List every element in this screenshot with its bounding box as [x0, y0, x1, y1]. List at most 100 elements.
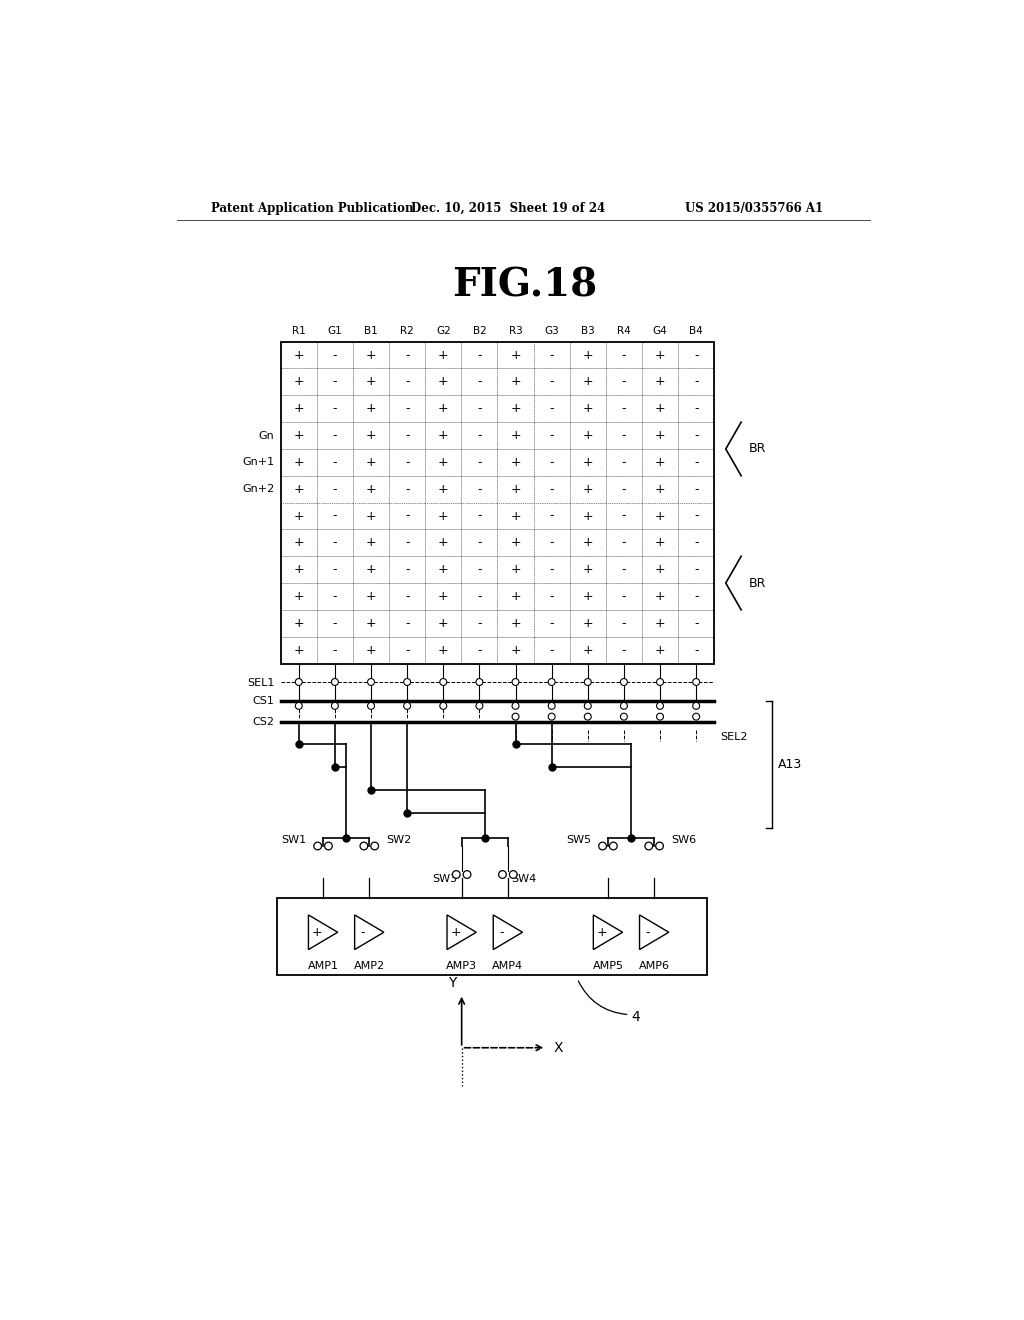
Text: -: -: [622, 564, 626, 576]
Text: -: -: [694, 348, 698, 362]
Bar: [353, 342, 389, 368]
Bar: [389, 610, 425, 636]
Text: R3: R3: [509, 326, 522, 335]
Bar: [606, 556, 642, 583]
Bar: [569, 395, 606, 422]
Text: +: +: [366, 590, 377, 603]
Bar: [389, 529, 425, 556]
Bar: [534, 636, 569, 664]
Text: BR: BR: [749, 577, 766, 590]
Bar: [678, 342, 714, 368]
Text: -: -: [550, 348, 554, 362]
Circle shape: [476, 702, 483, 709]
Text: -: -: [404, 644, 410, 656]
Circle shape: [656, 702, 664, 709]
Bar: [498, 556, 534, 583]
Text: -: -: [477, 483, 481, 496]
Text: B1: B1: [365, 326, 378, 335]
Bar: [462, 422, 498, 449]
Bar: [606, 583, 642, 610]
Bar: [353, 449, 389, 475]
Bar: [353, 422, 389, 449]
Text: +: +: [583, 483, 593, 496]
Bar: [462, 556, 498, 583]
Text: -: -: [622, 510, 626, 523]
Circle shape: [440, 702, 446, 709]
Text: SW3: SW3: [433, 874, 458, 884]
Bar: [678, 368, 714, 395]
Text: +: +: [294, 375, 304, 388]
Circle shape: [509, 871, 517, 878]
Text: G2: G2: [436, 326, 451, 335]
Text: -: -: [404, 590, 410, 603]
Text: +: +: [510, 403, 521, 416]
Bar: [281, 449, 316, 475]
Text: +: +: [438, 348, 449, 362]
Text: +: +: [654, 375, 666, 388]
Text: -: -: [333, 455, 337, 469]
Bar: [353, 636, 389, 664]
Bar: [569, 529, 606, 556]
Bar: [498, 610, 534, 636]
Text: -: -: [622, 429, 626, 442]
Bar: [281, 529, 316, 556]
Bar: [498, 583, 534, 610]
Text: -: -: [404, 375, 410, 388]
Bar: [353, 475, 389, 503]
Bar: [569, 475, 606, 503]
Text: G3: G3: [545, 326, 559, 335]
Bar: [389, 636, 425, 664]
Bar: [462, 342, 498, 368]
Bar: [498, 475, 534, 503]
Text: -: -: [477, 348, 481, 362]
Text: R1: R1: [292, 326, 305, 335]
Bar: [462, 503, 498, 529]
Bar: [462, 475, 498, 503]
Text: +: +: [654, 455, 666, 469]
Text: -: -: [333, 429, 337, 442]
Text: AMP6: AMP6: [639, 961, 670, 972]
Text: -: -: [477, 403, 481, 416]
Bar: [281, 342, 316, 368]
Text: AMP2: AMP2: [353, 961, 385, 972]
Bar: [462, 583, 498, 610]
Text: +: +: [294, 590, 304, 603]
Bar: [425, 556, 462, 583]
Bar: [353, 395, 389, 422]
Circle shape: [692, 713, 699, 721]
Text: -: -: [333, 510, 337, 523]
Text: +: +: [583, 455, 593, 469]
Text: +: +: [294, 455, 304, 469]
Text: -: -: [694, 483, 698, 496]
Text: CS1: CS1: [253, 696, 274, 706]
Bar: [498, 395, 534, 422]
Bar: [678, 556, 714, 583]
Bar: [569, 610, 606, 636]
Bar: [425, 529, 462, 556]
Bar: [678, 475, 714, 503]
Text: +: +: [366, 483, 377, 496]
Circle shape: [368, 678, 375, 685]
Bar: [606, 529, 642, 556]
Text: -: -: [694, 403, 698, 416]
Bar: [316, 368, 353, 395]
Bar: [353, 583, 389, 610]
Bar: [353, 503, 389, 529]
Circle shape: [332, 702, 338, 709]
Text: SW5: SW5: [566, 834, 591, 845]
Bar: [389, 342, 425, 368]
Text: B4: B4: [689, 326, 703, 335]
Bar: [498, 449, 534, 475]
Text: +: +: [366, 564, 377, 576]
Text: AMP4: AMP4: [493, 961, 523, 972]
Text: -: -: [477, 616, 481, 630]
Bar: [281, 395, 316, 422]
Text: +: +: [654, 616, 666, 630]
Text: +: +: [366, 375, 377, 388]
Text: +: +: [654, 348, 666, 362]
Text: -: -: [500, 925, 504, 939]
Bar: [281, 556, 316, 583]
Text: -: -: [694, 536, 698, 549]
Bar: [498, 636, 534, 664]
Text: -: -: [360, 925, 366, 939]
